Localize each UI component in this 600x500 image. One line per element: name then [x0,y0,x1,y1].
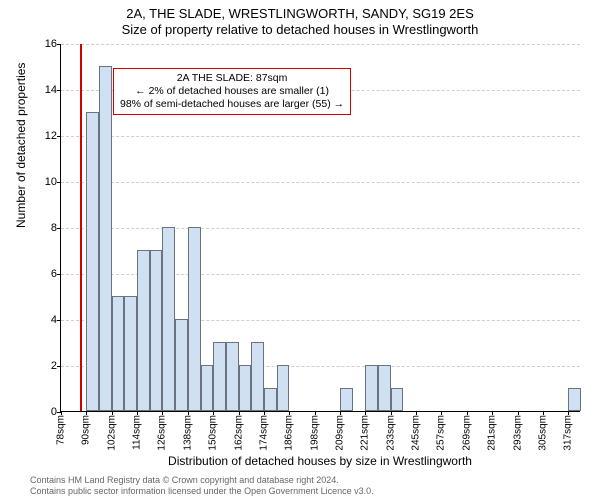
gridline [61,44,580,45]
annotation-box: 2A THE SLADE: 87sqm← 2% of detached hous… [113,68,351,115]
x-axis-label: Distribution of detached houses by size … [60,454,580,468]
y-tick-mark [57,136,61,137]
y-tick-mark [57,90,61,91]
histogram-bar [213,342,226,411]
x-tick-label: 257sqm [436,411,447,451]
y-tick-label: 14 [33,84,57,96]
histogram-bar [239,365,252,411]
y-tick-label: 10 [33,176,57,188]
histogram-bar [112,296,125,411]
x-tick-label: 174sqm [258,411,269,451]
y-tick-label: 4 [33,314,57,326]
x-tick-label: 281sqm [487,411,498,451]
x-tick-label: 78sqm [56,411,67,445]
y-tick-mark [57,182,61,183]
gridline [61,228,580,229]
footer-attribution: Contains HM Land Registry data © Crown c… [30,475,374,496]
x-tick-label: 305sqm [537,411,548,451]
x-tick-label: 233sqm [385,411,396,451]
histogram-bar [277,365,290,411]
histogram-bar [251,342,264,411]
footer-line-1: Contains HM Land Registry data © Crown c… [30,475,374,485]
x-tick-label: 317sqm [563,411,574,451]
histogram-bar [99,66,112,411]
chart-title-2: Size of property relative to detached ho… [0,22,600,37]
y-tick-label: 0 [33,406,57,418]
x-tick-label: 162sqm [233,411,244,451]
x-tick-label: 245sqm [411,411,422,451]
histogram-bar [86,112,99,411]
x-tick-label: 198sqm [309,411,320,451]
footer-line-2: Contains public sector information licen… [30,486,374,496]
histogram-bar [150,250,163,411]
gridline [61,182,580,183]
x-tick-label: 209sqm [335,411,346,451]
histogram-bar [264,388,277,411]
histogram-bar [201,365,214,411]
y-tick-label: 8 [33,222,57,234]
histogram-bar [188,227,201,411]
y-tick-mark [57,228,61,229]
y-tick-mark [57,366,61,367]
annotation-line: 2A THE SLADE: 87sqm [120,72,344,85]
histogram-bar [391,388,404,411]
histogram-bar [568,388,581,411]
x-tick-label: 150sqm [208,411,219,451]
x-tick-label: 90sqm [81,411,92,445]
histogram-bar [124,296,137,411]
annotation-line: 98% of semi-detached houses are larger (… [120,98,344,111]
x-tick-label: 102sqm [106,411,117,451]
histogram-bar [340,388,353,411]
y-tick-mark [57,44,61,45]
x-tick-label: 269sqm [461,411,472,451]
chart-title-1: 2A, THE SLADE, WRESTLINGWORTH, SANDY, SG… [0,6,600,21]
histogram-bar [365,365,378,411]
x-tick-label: 186sqm [284,411,295,451]
y-tick-label: 2 [33,360,57,372]
chart-plot-area: 024681012141678sqm90sqm102sqm114sqm126sq… [60,44,580,412]
annotation-line: ← 2% of detached houses are smaller (1) [120,85,344,98]
reference-line [80,44,82,411]
x-tick-label: 221sqm [360,411,371,451]
y-tick-label: 6 [33,268,57,280]
gridline [61,136,580,137]
x-tick-label: 293sqm [512,411,523,451]
y-tick-mark [57,320,61,321]
histogram-bar [226,342,239,411]
histogram-bar [137,250,150,411]
histogram-bar [162,227,175,411]
x-tick-label: 126sqm [157,411,168,451]
histogram-bar [378,365,391,411]
y-tick-label: 16 [33,38,57,50]
histogram-bar [175,319,188,411]
y-tick-mark [57,274,61,275]
x-tick-label: 114sqm [132,411,143,450]
x-tick-label: 138sqm [182,411,193,451]
y-axis-label: Number of detached properties [14,63,28,228]
y-tick-label: 12 [33,130,57,142]
